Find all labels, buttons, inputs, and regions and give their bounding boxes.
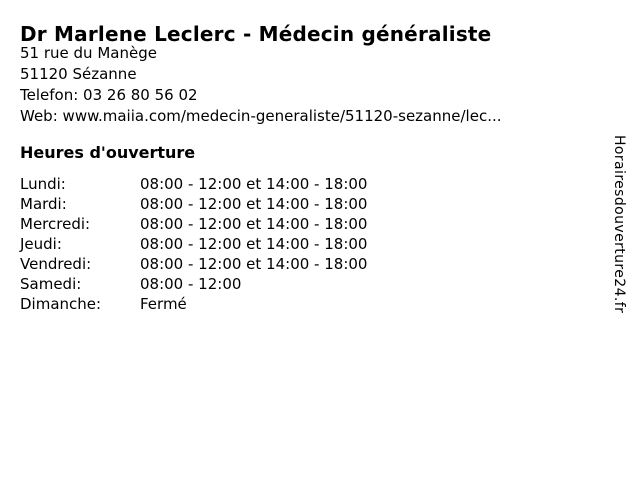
hours-row-friday: Vendredi: 08:00 - 12:00 et 14:00 - 18:00: [20, 254, 367, 274]
address-city: 51120 Sézanne: [20, 65, 137, 83]
day-label: Vendredi:: [20, 255, 92, 273]
address-block: 51 rue du Manège 51120 Sézanne Telefon: …: [20, 43, 502, 127]
day-hours: 08:00 - 12:00 et 14:00 - 18:00: [140, 175, 368, 193]
phone-value: 03 26 80 56 02: [83, 86, 198, 104]
hours-row-saturday: Samedi: 08:00 - 12:00: [20, 274, 367, 294]
day-label: Mercredi:: [20, 215, 91, 233]
day-label: Lundi:: [20, 175, 66, 193]
web-label: Web:: [20, 107, 58, 125]
day-hours: 08:00 - 12:00: [140, 275, 242, 293]
phone-line: Telefon: 03 26 80 56 02: [20, 85, 502, 106]
day-label: Mardi:: [20, 195, 67, 213]
web-line: Web: www.maiia.com/medecin-generaliste/5…: [20, 106, 502, 127]
phone-label: Telefon:: [20, 86, 79, 104]
day-label: Jeudi:: [20, 235, 62, 253]
day-hours: 08:00 - 12:00 et 14:00 - 18:00: [140, 195, 368, 213]
day-label: Samedi:: [20, 275, 82, 293]
page-title: Dr Marlene Leclerc - Médecin généraliste: [20, 22, 492, 47]
hours-row-monday: Lundi: 08:00 - 12:00 et 14:00 - 18:00: [20, 174, 367, 194]
hours-row-sunday: Dimanche: Fermé: [20, 294, 367, 314]
hours-heading: Heures d'ouverture: [20, 143, 196, 162]
address-street: 51 rue du Manège: [20, 44, 157, 62]
hours-row-tuesday: Mardi: 08:00 - 12:00 et 14:00 - 18:00: [20, 194, 367, 214]
day-hours: 08:00 - 12:00 et 14:00 - 18:00: [140, 255, 368, 273]
hours-row-thursday: Jeudi: 08:00 - 12:00 et 14:00 - 18:00: [20, 234, 367, 254]
day-hours: 08:00 - 12:00 et 14:00 - 18:00: [140, 235, 368, 253]
web-value: www.maiia.com/medecin-generaliste/51120-…: [62, 107, 502, 125]
hours-table: Lundi: 08:00 - 12:00 et 14:00 - 18:00 Mar…: [20, 174, 367, 314]
day-hours: 08:00 - 12:00 et 14:00 - 18:00: [140, 215, 368, 233]
day-hours: Fermé: [140, 295, 187, 313]
site-watermark: Horairesdouverture24.fr: [611, 135, 627, 314]
day-label: Dimanche:: [20, 295, 102, 313]
hours-row-wednesday: Mercredi: 08:00 - 12:00 et 14:00 - 18:00: [20, 214, 367, 234]
